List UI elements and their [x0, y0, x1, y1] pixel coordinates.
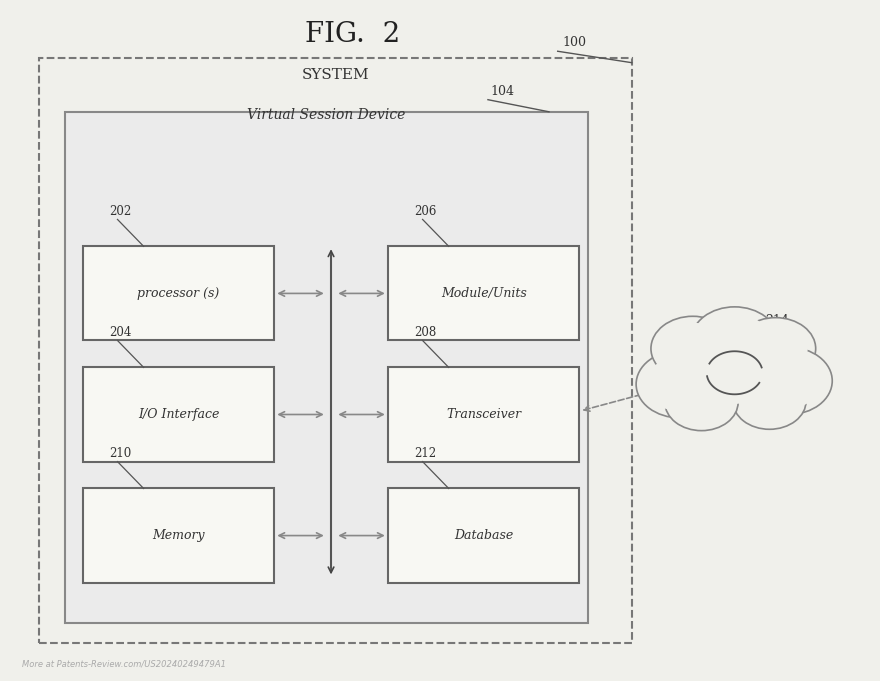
Circle shape: [651, 316, 735, 381]
Text: 204: 204: [109, 326, 131, 339]
Circle shape: [665, 374, 738, 430]
Circle shape: [636, 351, 723, 418]
Text: 210: 210: [109, 447, 131, 460]
Ellipse shape: [667, 344, 803, 401]
Text: Virtual Session Device: Virtual Session Device: [247, 108, 406, 122]
Text: FIG.  2: FIG. 2: [305, 21, 400, 48]
Circle shape: [745, 347, 832, 415]
Text: 100: 100: [562, 36, 586, 49]
Circle shape: [678, 329, 786, 413]
Circle shape: [754, 354, 824, 408]
Text: Transceiver: Transceiver: [446, 408, 521, 421]
Circle shape: [659, 323, 726, 375]
Bar: [388, 247, 579, 340]
Circle shape: [733, 373, 806, 429]
Text: 104: 104: [490, 85, 515, 98]
Bar: [39, 58, 632, 643]
Text: More at Patents-Review.com/US20240249479A1: More at Patents-Review.com/US20240249479…: [22, 660, 225, 669]
Circle shape: [744, 324, 808, 373]
Bar: [388, 368, 579, 462]
Text: 208: 208: [414, 326, 436, 339]
Circle shape: [689, 337, 775, 404]
Circle shape: [736, 317, 816, 379]
Text: SYSTEM: SYSTEM: [302, 67, 370, 82]
Bar: [388, 488, 579, 583]
Circle shape: [645, 358, 715, 411]
Circle shape: [700, 313, 769, 368]
Bar: [83, 368, 275, 462]
Bar: [83, 247, 275, 340]
Text: I/O Interface: I/O Interface: [138, 408, 219, 421]
Text: 206: 206: [414, 205, 436, 218]
Bar: [65, 112, 588, 623]
Circle shape: [740, 379, 799, 424]
Text: 214: 214: [765, 314, 789, 327]
Text: Module/Units: Module/Units: [441, 287, 526, 300]
Text: Database: Database: [454, 529, 513, 542]
Circle shape: [672, 380, 730, 425]
Text: Memory: Memory: [152, 529, 205, 542]
Text: 212: 212: [414, 447, 436, 460]
Text: processor (s): processor (s): [137, 287, 220, 300]
Bar: [83, 488, 275, 583]
Circle shape: [691, 307, 778, 374]
Ellipse shape: [658, 336, 810, 410]
Text: 202: 202: [109, 205, 131, 218]
